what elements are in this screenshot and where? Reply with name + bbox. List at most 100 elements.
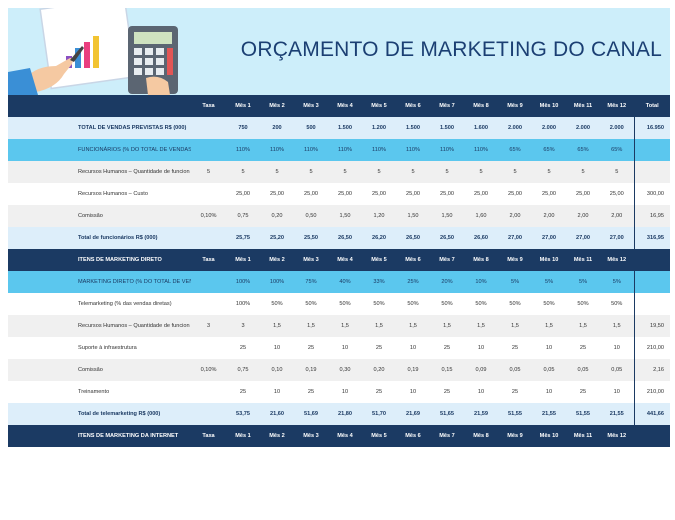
row-value-month-9: 5% xyxy=(498,271,532,293)
month-header-11: Mês 11 xyxy=(566,425,600,447)
row-value-month-9: 65% xyxy=(498,139,532,161)
row-value-month-6: 5 xyxy=(396,161,430,183)
row-value-month-5: 0,20 xyxy=(362,359,396,381)
row-value-month-12: 50% xyxy=(600,293,634,315)
row-value-month-4: 1,50 xyxy=(328,205,362,227)
row-taxa xyxy=(191,183,226,205)
row-value-month-6: 1,50 xyxy=(396,205,430,227)
row-value-month-9: 27,00 xyxy=(498,227,532,249)
total-header xyxy=(633,425,670,447)
row-value-month-3: 25 xyxy=(294,337,328,359)
row-value-month-6: 25% xyxy=(396,271,430,293)
month-header-7: Mês 7 xyxy=(430,249,464,271)
row-value-month-12: 10 xyxy=(600,337,634,359)
row-value-month-6: 26,50 xyxy=(396,227,430,249)
row-value-month-2: 25,00 xyxy=(260,183,294,205)
row-value-month-1: 5 xyxy=(226,161,260,183)
row-value-month-7: 50% xyxy=(430,293,464,315)
row-value-month-2: 100% xyxy=(260,271,294,293)
row-total: 441,66 xyxy=(633,403,670,425)
taxa-header: Taxa xyxy=(191,95,226,117)
month-header-8: Mês 8 xyxy=(464,249,498,271)
row-taxa xyxy=(191,139,226,161)
month-header-5: Mês 5 xyxy=(362,95,396,117)
row-value-month-8: 26,60 xyxy=(464,227,498,249)
row-value-month-10: 21,55 xyxy=(532,403,566,425)
month-header-1: Mês 1 xyxy=(226,249,260,271)
row-value-month-10: 10 xyxy=(532,381,566,403)
month-header-8: Mês 8 xyxy=(464,95,498,117)
row-value-month-7: 1,50 xyxy=(430,205,464,227)
row-label: Treinamento xyxy=(8,381,191,403)
month-header-4: Mês 4 xyxy=(328,425,362,447)
row-value-month-8: 10% xyxy=(464,271,498,293)
row-label: Total de telemarketing R$ (000) xyxy=(8,403,191,425)
row-taxa xyxy=(191,381,226,403)
month-header-5: Mês 5 xyxy=(362,425,396,447)
row-value-month-7: 20% xyxy=(430,271,464,293)
row-value-month-3: 0,50 xyxy=(294,205,328,227)
row-taxa: 5 xyxy=(191,161,226,183)
row-label: FUNCIONÁRIOS (% DO TOTAL DE VENDAS) xyxy=(8,139,191,161)
month-header-6: Mês 6 xyxy=(396,249,430,271)
row-value-month-5: 33% xyxy=(362,271,396,293)
row-value-month-5: 5 xyxy=(362,161,396,183)
row-total: 316,95 xyxy=(633,227,670,249)
row-label: Comissão xyxy=(8,205,191,227)
row-value-month-3: 5 xyxy=(294,161,328,183)
row-value-month-11: 25 xyxy=(566,381,600,403)
row-value-month-9: 25,00 xyxy=(498,183,532,205)
row-taxa xyxy=(191,117,226,139)
taxa-header: Taxa xyxy=(191,425,226,447)
row-value-month-9: 25 xyxy=(498,337,532,359)
row-value-month-3: 110% xyxy=(294,139,328,161)
row-value-month-3: 0,19 xyxy=(294,359,328,381)
row-value-month-11: 25,00 xyxy=(566,183,600,205)
row-value-month-5: 25 xyxy=(362,381,396,403)
row-value-month-2: 1,5 xyxy=(260,315,294,337)
row-value-month-6: 21,69 xyxy=(396,403,430,425)
row-label: TOTAL DE VENDAS PREVISTAS R$ (000) xyxy=(8,117,191,139)
row-value-month-7: 1.500 xyxy=(430,117,464,139)
row-taxa: 0,10% xyxy=(191,205,226,227)
row-value-month-7: 51,65 xyxy=(430,403,464,425)
row-value-month-12: 0,05 xyxy=(600,359,634,381)
row-value-month-8: 10 xyxy=(464,381,498,403)
row-value-month-1: 25,00 xyxy=(226,183,260,205)
row-value-month-11: 25 xyxy=(566,337,600,359)
direct-marketing-item-row: Treinamento 25 10 25 10 25 10 25 10 25 10 25 10 210,0… xyxy=(8,381,670,403)
row-taxa xyxy=(191,293,226,315)
row-value-month-11: 0,05 xyxy=(566,359,600,381)
row-value-month-4: 40% xyxy=(328,271,362,293)
row-value-month-12: 10 xyxy=(600,381,634,403)
month-header-3: Mês 3 xyxy=(294,249,328,271)
row-value-month-9: 0,05 xyxy=(498,359,532,381)
row-value-month-11: 27,00 xyxy=(566,227,600,249)
row-value-month-6: 1,5 xyxy=(396,315,430,337)
row-value-month-12: 2.000 xyxy=(600,117,634,139)
row-total xyxy=(633,161,670,183)
row-value-month-2: 50% xyxy=(260,293,294,315)
row-value-month-5: 1,5 xyxy=(362,315,396,337)
row-taxa xyxy=(191,271,226,293)
row-value-month-4: 50% xyxy=(328,293,362,315)
month-header-10: Mês 10 xyxy=(532,249,566,271)
row-total: 16,95 xyxy=(633,205,670,227)
month-header-6: Mês 6 xyxy=(396,95,430,117)
row-value-month-7: 25 xyxy=(430,337,464,359)
row-total xyxy=(633,293,670,315)
direct-marketing-item-row: Telemarketing (% das vendas diretas) 100%… xyxy=(8,293,670,315)
row-taxa: 3 xyxy=(191,315,226,337)
row-value-month-11: 2,00 xyxy=(566,205,600,227)
month-header-11: Mês 11 xyxy=(566,249,600,271)
row-value-month-8: 110% xyxy=(464,139,498,161)
row-value-month-6: 0,19 xyxy=(396,359,430,381)
row-label: Telemarketing (% das vendas diretas) xyxy=(8,293,191,315)
row-value-month-8: 5 xyxy=(464,161,498,183)
staff-item-row: Recursos Humanos – Quantidade de funcion… xyxy=(8,161,670,183)
row-value-month-1: 25,75 xyxy=(226,227,260,249)
month-header-2: Mês 2 xyxy=(260,425,294,447)
